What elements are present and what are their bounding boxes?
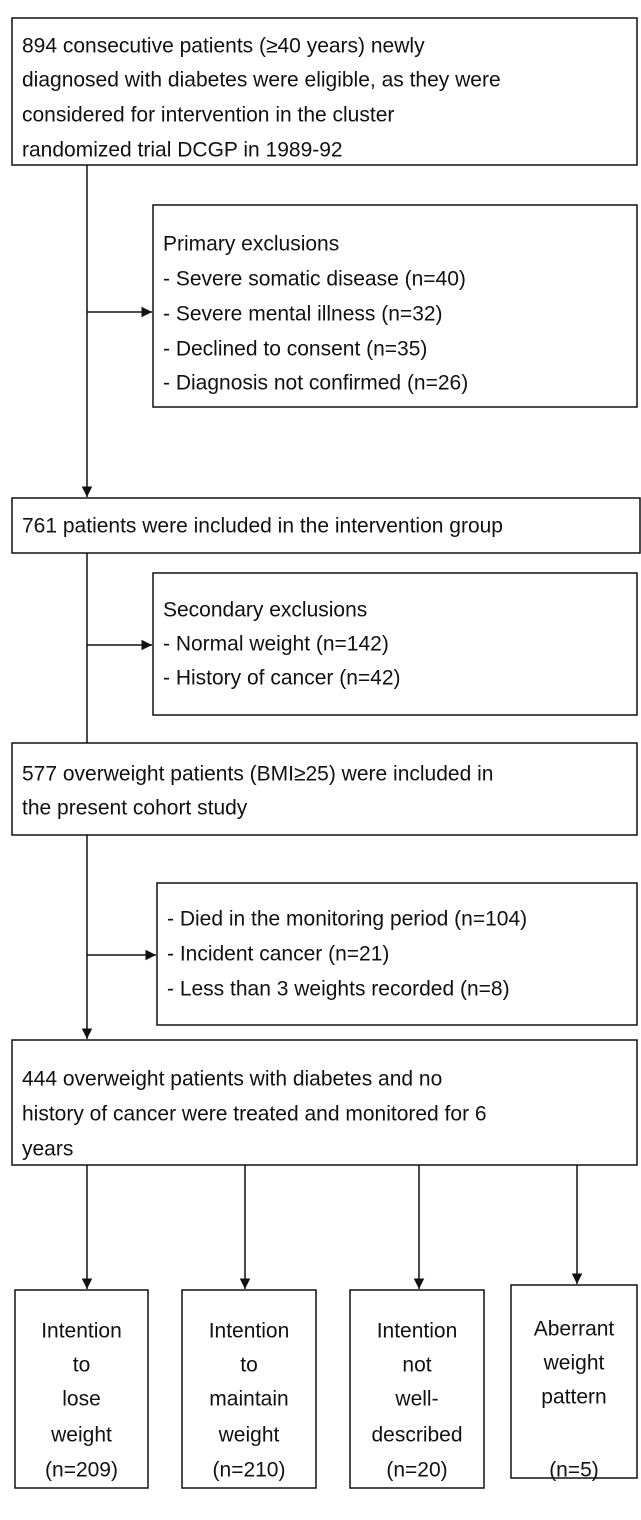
box xyxy=(14,1289,149,1489)
box-text: (n=5) xyxy=(549,1459,599,1482)
box-text: - Died in the monitoring period (n=104) xyxy=(167,908,527,931)
box-text: (n=210) xyxy=(213,1459,286,1482)
box-text: history of cancer were treated and monit… xyxy=(22,1103,487,1126)
box-text: Intention xyxy=(41,1320,122,1343)
box-text: (n=209) xyxy=(45,1459,118,1482)
box xyxy=(11,17,638,166)
box-text: not xyxy=(402,1354,431,1377)
box-text: to xyxy=(73,1354,91,1377)
box-text: Secondary exclusions xyxy=(163,599,367,622)
box-text: maintain xyxy=(209,1388,288,1411)
box-text: randomized trial DCGP in 1989-92 xyxy=(22,139,343,162)
box-text: Intention xyxy=(377,1320,458,1343)
box-text: - Normal weight (n=142) xyxy=(163,633,389,656)
box-text: 761 patients were included in the interv… xyxy=(22,515,503,538)
connectors xyxy=(81,165,583,1289)
box-text: weight xyxy=(218,1424,280,1447)
box-text: Primary exclusions xyxy=(163,233,339,256)
box-text: described xyxy=(371,1424,462,1447)
box-text: (n=20) xyxy=(386,1459,447,1482)
box-text: Intention xyxy=(209,1320,290,1343)
box xyxy=(156,882,638,1026)
box-text: - Diagnosis not confirmed (n=26) xyxy=(163,372,468,395)
box xyxy=(11,1039,638,1166)
box-text: pattern xyxy=(541,1386,606,1409)
box-text: 444 overweight patients with diabetes an… xyxy=(22,1068,442,1091)
box-text: - Less than 3 weights recorded (n=8) xyxy=(167,978,510,1001)
box xyxy=(152,204,638,408)
box xyxy=(510,1284,638,1479)
box-text: 894 consecutive patients (≥40 years) new… xyxy=(22,35,425,58)
box-text: well- xyxy=(394,1388,438,1411)
box-text: years xyxy=(22,1138,73,1161)
box-text: diagnosed with diabetes were eligible, a… xyxy=(22,69,501,92)
box-text: to xyxy=(240,1354,258,1377)
box-text: the present cohort study xyxy=(22,797,248,820)
box-text: - History of cancer (n=42) xyxy=(163,667,401,690)
box-text: 577 overweight patients (BMI≥25) were in… xyxy=(22,763,493,786)
box-text: - Severe mental illness (n=32) xyxy=(163,303,443,326)
box-text: - Severe somatic disease (n=40) xyxy=(163,268,466,291)
box xyxy=(11,742,638,836)
box-text: weight xyxy=(50,1424,112,1447)
box-text: weight xyxy=(543,1352,605,1375)
box-text: lose xyxy=(62,1388,101,1411)
box xyxy=(181,1289,317,1489)
box-text: - Declined to consent (n=35) xyxy=(163,338,427,361)
box-text: considered for intervention in the clust… xyxy=(22,104,394,127)
box-text: - Incident cancer (n=21) xyxy=(167,943,389,966)
box xyxy=(349,1289,485,1489)
box xyxy=(11,497,641,554)
box-text: Aberrant xyxy=(534,1318,615,1341)
box xyxy=(152,572,638,716)
